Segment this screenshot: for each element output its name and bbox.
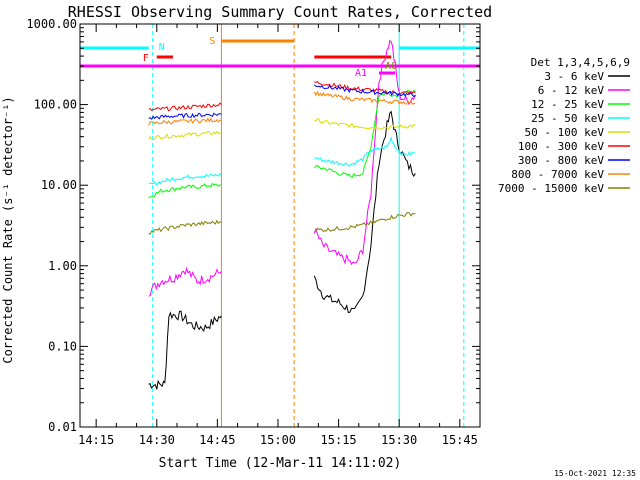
y-tick-label: 1000.00	[26, 17, 77, 31]
legend-title: Det 1,3,4,5,6,9	[531, 56, 630, 69]
series-group	[148, 39, 416, 297]
series-line	[314, 211, 416, 233]
attenuator-out-flag-label: A0	[385, 61, 397, 72]
attenuator-flag-label: A1	[355, 68, 367, 79]
x-tick-label: 14:45	[199, 433, 235, 447]
y-axis-label: Corrected Count Rate (s⁻¹ detector⁻¹)	[1, 96, 15, 363]
y-tick-label: 0.10	[48, 339, 77, 353]
series-line	[314, 136, 416, 168]
y-tick-label: 0.01	[48, 420, 77, 434]
plot-frame	[79, 23, 481, 428]
series-group	[148, 110, 416, 390]
legend-entry-label: 50 - 100 keV	[525, 126, 605, 139]
series-line	[314, 118, 416, 130]
y-tick-label: 10.00	[41, 178, 77, 192]
series-line	[148, 173, 222, 186]
legend-entry-label: 25 - 50 keV	[531, 112, 604, 125]
series-group	[148, 136, 416, 186]
series-line	[313, 89, 416, 179]
legend-entry-label: 300 - 800 keV	[518, 154, 604, 167]
legend-entry-label: 12 - 25 keV	[531, 98, 604, 111]
series-group	[148, 84, 416, 120]
plot-area: N S F A1 A0	[79, 24, 480, 427]
x-tick-label: 15:30	[381, 433, 417, 447]
x-axis-label: Start Time (12-Mar-11 14:11:02)	[159, 456, 402, 471]
x-tick-label: 14:30	[139, 433, 175, 447]
y-tick-label: 100.00	[34, 98, 77, 112]
series-line	[148, 102, 222, 112]
series-group	[148, 211, 416, 235]
series-line	[148, 219, 222, 235]
series-line	[148, 310, 222, 390]
series-line	[148, 130, 222, 141]
timestamp: 15-Oct-2021 12:35	[554, 469, 636, 478]
series-line	[313, 39, 416, 266]
night-flag-label: N	[159, 42, 165, 53]
legend-entry-label: 6 - 12 keV	[538, 84, 605, 97]
saa-flag-label: S	[209, 36, 215, 47]
series-group	[148, 90, 416, 126]
series-line	[313, 90, 416, 105]
axes: 0.01 0.10 1.00 10.00 100.00 1000.00 14:15 14:30…	[26, 17, 480, 447]
flare-flag-label: F	[143, 53, 149, 64]
x-tick-label: 15:45	[442, 433, 478, 447]
series-line	[148, 117, 222, 126]
series-group	[148, 80, 416, 112]
series-line	[313, 110, 416, 314]
legend-entry-label: 3 - 6 keV	[544, 70, 604, 83]
legend-entry-label: 7000 - 15000 keV	[498, 182, 604, 195]
series-line	[313, 84, 416, 98]
y-tick-label: 1.00	[48, 259, 77, 273]
series-line	[148, 182, 222, 199]
series-group	[148, 118, 416, 141]
series-line	[148, 266, 222, 297]
legend-entry-label: 800 - 7000 keV	[511, 168, 604, 181]
x-tick-label: 15:15	[321, 433, 357, 447]
x-tick-label: 15:00	[260, 433, 296, 447]
legend-entry-label: 100 - 300 keV	[518, 140, 604, 153]
x-tick-label: 14:15	[78, 433, 114, 447]
series-line	[148, 112, 222, 120]
chart-title: RHESSI Observing Summary Count Rates, Co…	[68, 3, 492, 21]
